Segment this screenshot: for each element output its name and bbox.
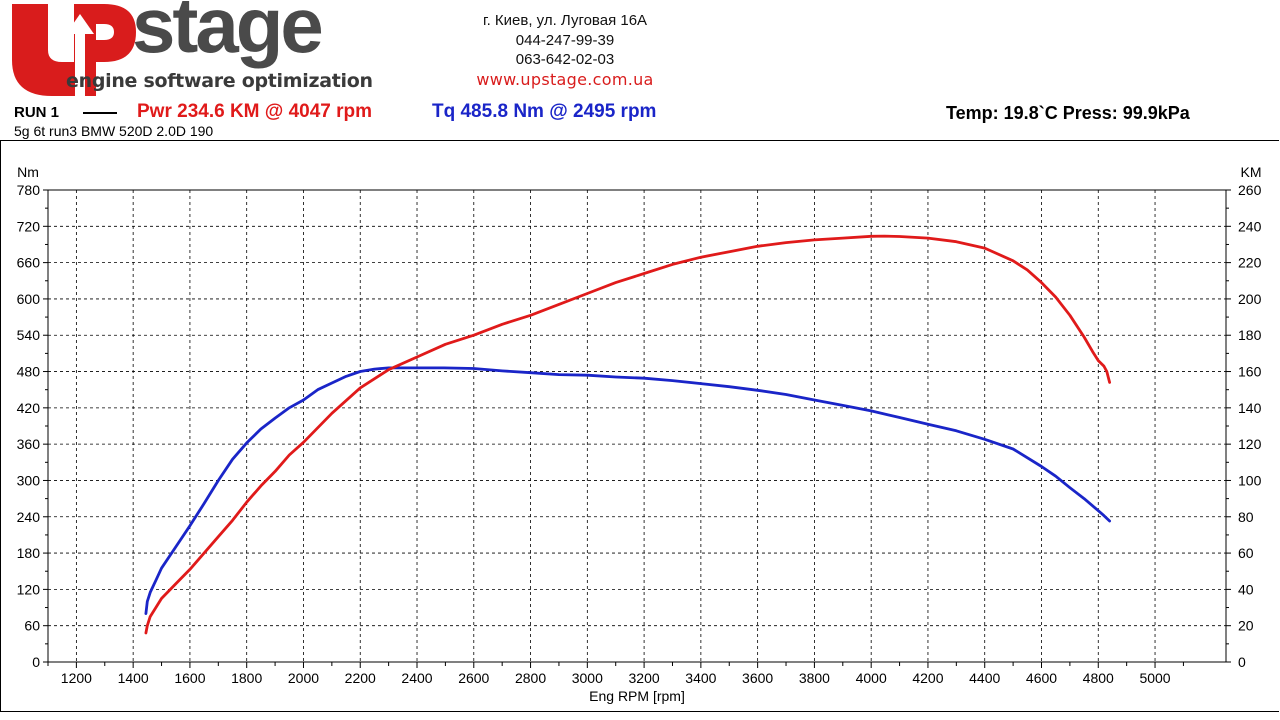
x-tick-label: 1800	[231, 670, 262, 686]
logo-up-mark	[12, 4, 136, 96]
y-left-tick-label: 540	[17, 327, 41, 343]
y-left-tick-label: 600	[17, 291, 41, 307]
contact-website: www.upstage.com.ua	[476, 69, 654, 89]
x-tick-label: 5000	[1139, 670, 1170, 686]
y-left-tick-label: 300	[17, 472, 41, 488]
y-right-tick-label: 160	[1238, 364, 1262, 380]
contact-block: г. Киев, ул. Луговая 16А 044-247-99-39 0…	[430, 11, 700, 89]
y-right-tick-label: 20	[1238, 618, 1254, 634]
y-right-axis-label: KM	[1241, 164, 1262, 180]
y-right-tick-label: 180	[1238, 327, 1262, 343]
y-left-tick-label: 120	[17, 581, 41, 597]
x-tick-label: 4400	[969, 670, 1000, 686]
x-tick-label: 2200	[345, 670, 376, 686]
run-line-swatch	[83, 112, 117, 114]
x-tick-label: 4200	[912, 670, 943, 686]
x-tick-label: 2400	[401, 670, 432, 686]
x-tick-label: 2000	[288, 670, 319, 686]
x-tick-label: 3600	[742, 670, 773, 686]
x-tick-label: 1200	[61, 670, 92, 686]
upstage-logo: stage engine software optimization	[4, 0, 404, 96]
y-left-tick-label: 780	[17, 182, 41, 198]
x-tick-label: 4600	[1026, 670, 1057, 686]
y-right-tick-label: 120	[1238, 436, 1262, 452]
logo-p-shape	[88, 4, 136, 96]
x-tick-label: 1600	[174, 670, 205, 686]
y-left-tick-label: 180	[17, 545, 41, 561]
x-tick-label: 3400	[685, 670, 716, 686]
car-description: 5g 6t run3 BMW 520D 2.0D 190	[14, 123, 214, 139]
y-left-tick-label: 720	[17, 218, 41, 234]
y-right-tick-label: 80	[1238, 509, 1254, 525]
y-left-tick-label: 60	[24, 618, 40, 634]
logo-tagline: engine software optimization	[66, 70, 373, 92]
run-label: RUN 1	[14, 104, 60, 121]
x-tick-label: 3800	[799, 670, 830, 686]
y-left-axis-label: Nm	[17, 164, 39, 180]
y-left-tick-label: 360	[17, 436, 41, 452]
x-tick-label: 2800	[515, 670, 546, 686]
y-right-tick-label: 40	[1238, 581, 1254, 597]
contact-address: г. Киев, ул. Луговая 16А	[482, 12, 648, 29]
y-right-tick-label: 220	[1238, 255, 1262, 271]
power-curve	[144, 234, 1111, 635]
x-tick-label: 1400	[118, 670, 149, 686]
contact-phone-1: 044-247-99-39	[515, 31, 615, 49]
y-left-tick-label: 660	[17, 255, 41, 271]
y-right-tick-label: 200	[1238, 291, 1262, 307]
x-tick-label: 3200	[629, 670, 660, 686]
logo-arrow-icon	[66, 14, 94, 96]
x-tick-label: 4800	[1083, 670, 1114, 686]
y-right-tick-label: 0	[1238, 654, 1246, 670]
x-tick-label: 3000	[572, 670, 603, 686]
power-summary: Pwr 234.6 KM @ 4047 rpm	[137, 101, 373, 122]
x-tick-label: 4000	[856, 670, 887, 686]
y-left-tick-label: 420	[17, 400, 41, 416]
y-left-tick-label: 240	[17, 509, 41, 525]
y-left-tick-label: 480	[17, 364, 41, 380]
torque-summary: Tq 485.8 Nm @ 2495 rpm	[432, 101, 657, 122]
y-right-tick-label: 260	[1238, 182, 1262, 198]
y-left-tick-label: 0	[32, 654, 40, 670]
logo-u-shape	[12, 4, 88, 96]
y-right-tick-label: 100	[1238, 472, 1262, 488]
x-tick-label: 2600	[458, 670, 489, 686]
plot-border	[47, 189, 1227, 663]
y-right-tick-label: 60	[1238, 545, 1254, 561]
contact-phone-2: 063-642-02-03	[515, 51, 615, 68]
x-axis-label: Eng RPM [rpm]	[589, 688, 685, 704]
torque-curve	[144, 366, 1111, 615]
chart-frame	[0, 140, 1279, 712]
y-right-tick-label: 140	[1238, 400, 1262, 416]
logo-brand-text: stage	[132, 0, 324, 69]
y-right-tick-label: 240	[1238, 218, 1262, 234]
environment-readout: Temp: 19.8`C Press: 99.9kPa	[946, 103, 1190, 123]
